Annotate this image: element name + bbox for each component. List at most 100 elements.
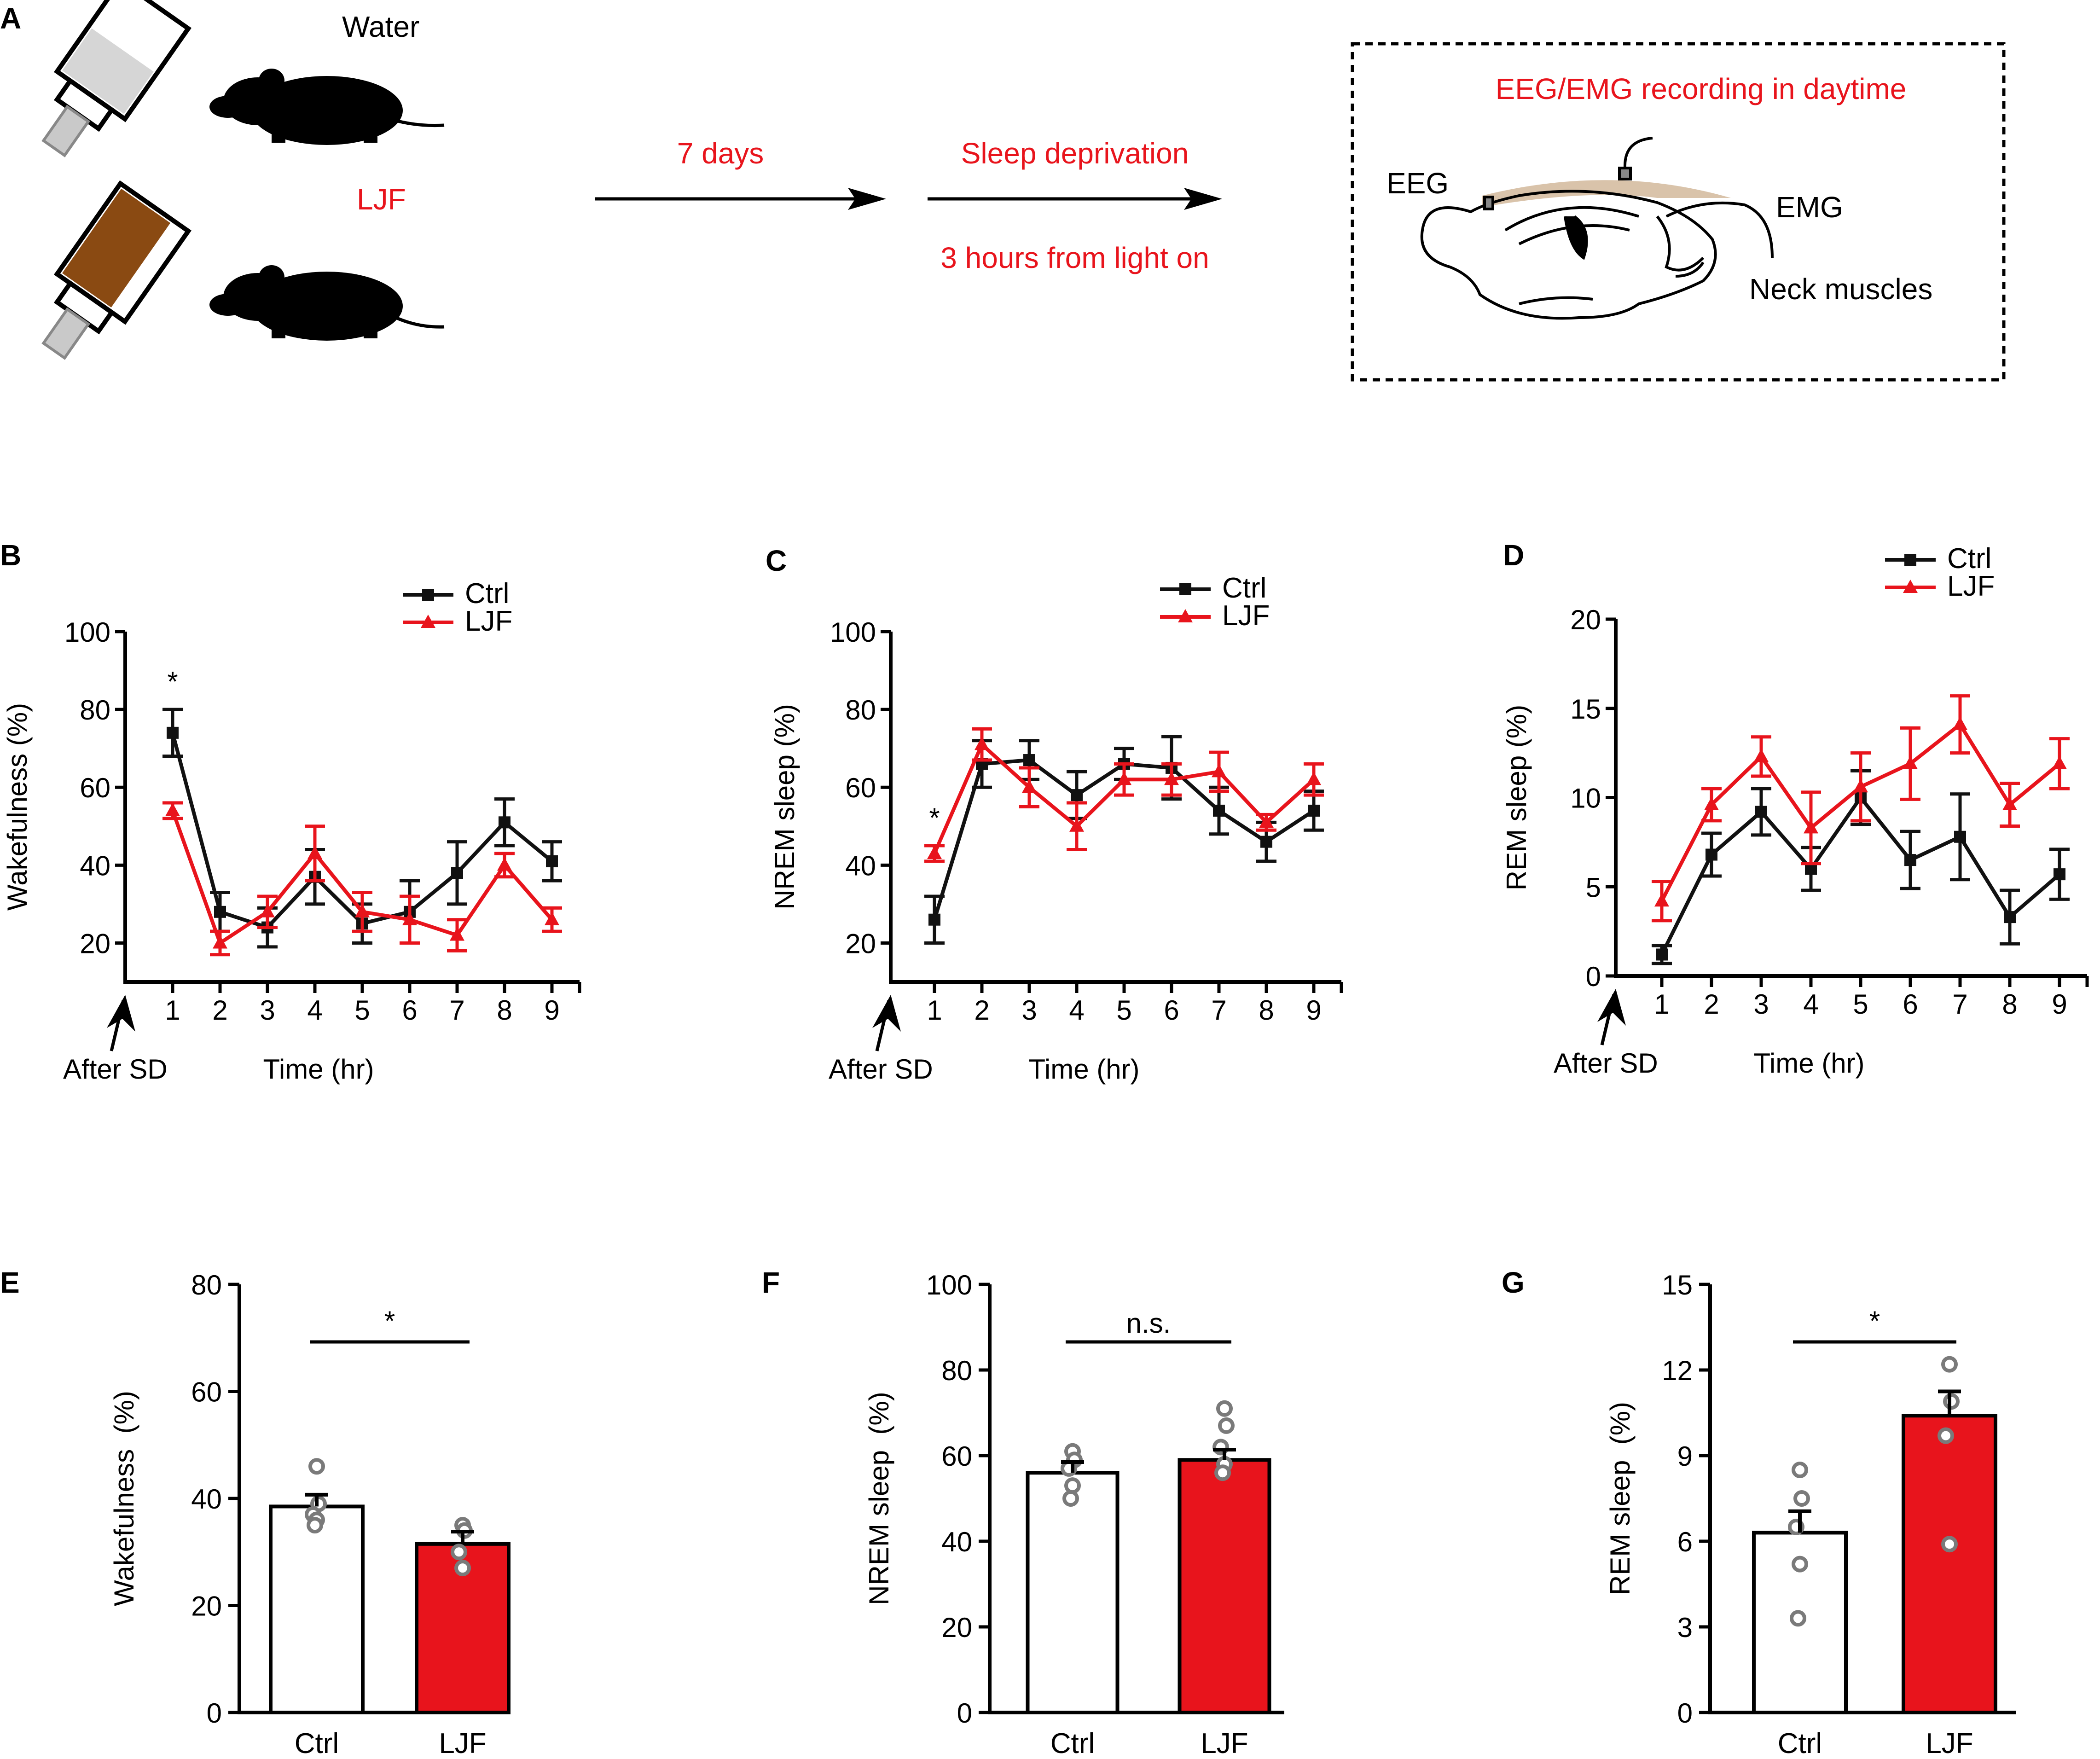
y-tick-label: 80 [845, 695, 876, 726]
y-tick-label: 100 [830, 617, 876, 648]
data-point [1066, 1479, 1079, 1492]
y-tick-label: 80 [80, 695, 110, 726]
y-tick-label: 20 [191, 1591, 222, 1622]
x-tick-label: 4 [1069, 995, 1084, 1026]
data-point-ctrl [1260, 836, 1272, 848]
data-point-ctrl [1706, 849, 1717, 861]
data-point-ctrl [2054, 868, 2065, 880]
y-tick-label: 20 [941, 1612, 972, 1643]
y-tick-label: 80 [191, 1270, 222, 1300]
x-tick-label: 7 [1211, 995, 1226, 1026]
data-point [310, 1460, 323, 1473]
data-point-ctrl [1904, 854, 1916, 866]
panel-label-f: F [762, 1266, 780, 1299]
x-axis-label: Time (hr) [1028, 1054, 1139, 1085]
y-tick-label: 40 [80, 850, 110, 881]
data-point-ljf [213, 935, 227, 948]
x-tick-label: 6 [1903, 989, 1918, 1020]
legend-marker-ctrl [422, 589, 434, 601]
data-point-ljf [1212, 764, 1226, 777]
water-label: Water [342, 10, 419, 43]
after-sd-label: After SD [829, 1054, 933, 1085]
data-point [1943, 1358, 1956, 1371]
data-point [1795, 1492, 1808, 1505]
panel-c: C 20 40 60 80 100 1 2 3 4 5 6 7 8 9 After SD Time (hr) N… [766, 544, 1341, 1085]
y-axis-label: Wakefulness (%) [109, 1391, 139, 1606]
x-tick-label: 5 [354, 995, 370, 1026]
data-point-ctrl [1023, 754, 1035, 766]
x-tick-label: 1 [927, 995, 942, 1026]
chart-b: 204060801001 2 3 4 5 6 7 8 9After SD Time (hr)Wak… [2, 578, 580, 1085]
x-tick-label: 9 [544, 995, 559, 1026]
x-tick-label: 2 [212, 995, 227, 1026]
data-point-ljf [927, 846, 942, 859]
x-tick-label: 8 [497, 995, 512, 1026]
data-point [1793, 1558, 1806, 1571]
x-tick-label: 1 [1654, 989, 1669, 1020]
y-tick-label: 40 [941, 1527, 972, 1557]
x-tick-label: 3 [260, 995, 275, 1026]
y-axis-label: NREM sleep (%) [864, 1392, 894, 1605]
x-tick-label: 8 [2002, 989, 2017, 1020]
x-tick-label: 1 [165, 995, 180, 1026]
legend-label-ljf: LJF [1222, 600, 1270, 632]
data-point [1064, 1492, 1077, 1505]
recording-title: EEG/EMG recording in daytime [1496, 72, 1907, 105]
x-tick-label: LJF [439, 1728, 486, 1759]
x-axis-label: Time (hr) [263, 1054, 374, 1085]
bar-ljf [1903, 1416, 1996, 1713]
panel-f: F 020406080100Ctrl LJFNREM sleep (%)n.s. [762, 1266, 1284, 1759]
neck-muscles-label: Neck muscles [1749, 273, 1932, 306]
data-point [1943, 1538, 1956, 1550]
legend-label-ctrl: Ctrl [465, 578, 509, 610]
x-tick-label: 5 [1853, 989, 1868, 1020]
bar-ljf [1180, 1460, 1270, 1713]
x-tick-label: 2 [1704, 989, 1719, 1020]
panel-label-c: C [766, 544, 787, 577]
chart-g: 0 3 6 9 12 15 Ctrl LJF REM sleep (%) * [1605, 1270, 2016, 1759]
step1-arrow [595, 188, 886, 210]
significance-star: * [167, 666, 178, 697]
step2-arrow [928, 188, 1222, 210]
y-tick-label: 0 [957, 1698, 972, 1729]
x-tick-label: 7 [449, 995, 464, 1026]
mouse-water-icon [209, 69, 444, 145]
data-point-ctrl [1954, 831, 1966, 843]
y-tick-label: 80 [941, 1355, 972, 1386]
legend-label-ljf: LJF [465, 605, 512, 637]
y-axis-label: REM sleep (%) [1605, 1402, 1636, 1595]
data-point-ctrl [1071, 789, 1083, 801]
panel-label-e: E [0, 1266, 20, 1299]
data-point-ctrl [214, 906, 226, 918]
panel-g: G 03691215Ctrl LJFREM sleep (%)* [1502, 1266, 2016, 1759]
y-axis-label: Wakefulness (%) [2, 703, 33, 911]
legend-label-ctrl: Ctrl [1222, 572, 1266, 604]
data-point [1216, 1466, 1229, 1479]
y-tick-label: 10 [1570, 783, 1601, 814]
x-axis-label: Time (hr) [1753, 1048, 1864, 1079]
y-tick-label: 15 [1570, 694, 1601, 725]
data-point-ljf [497, 857, 512, 871]
data-point [1792, 1612, 1804, 1625]
data-point-ljf [1306, 772, 1321, 785]
y-tick-label: 60 [80, 772, 110, 803]
panel-label-g: G [1502, 1266, 1525, 1299]
legend-marker-ctrl [1179, 583, 1191, 595]
x-tick-label: 4 [1803, 989, 1818, 1020]
chart-c: 204060801001 2 3 4 5 6 7 8 9After SD Time (hr)NRE… [769, 572, 1341, 1085]
data-point-ljf [975, 737, 989, 750]
y-tick-label: 60 [191, 1377, 222, 1408]
y-tick-label: 60 [941, 1441, 972, 1472]
mouse-ljf-icon [209, 265, 444, 341]
data-point [1793, 1463, 1806, 1476]
step2-sublabel: 3 hours from light on [940, 241, 1209, 274]
step1-label: 7 days [677, 137, 764, 170]
x-tick-label: LJF [1201, 1728, 1248, 1759]
after-sd-arrowhead [1597, 989, 1626, 1026]
data-point-ctrl [1308, 805, 1320, 817]
x-tick-label: 6 [402, 995, 417, 1026]
y-tick-label: 20 [1570, 604, 1601, 635]
y-tick-label: 6 [1677, 1527, 1693, 1557]
data-point-ljf [307, 846, 322, 859]
chart-d: 0 5 10 15 20 1 2 3 4 5 6 7 8 9 After SD Time (hr) REM sl… [1501, 543, 2087, 1079]
